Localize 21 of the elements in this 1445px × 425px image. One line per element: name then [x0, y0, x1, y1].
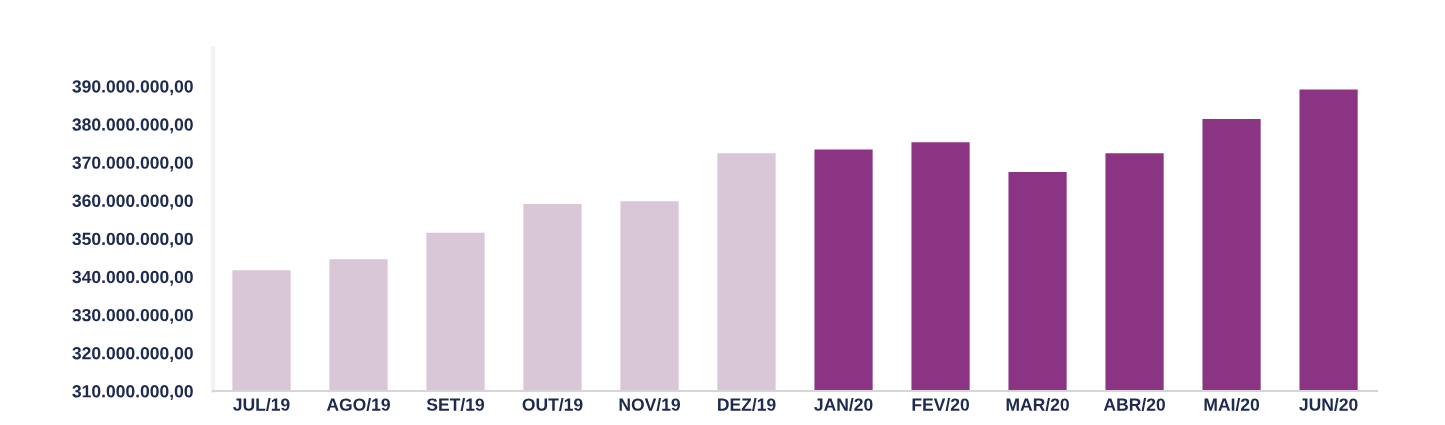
- y-tick-label: 340.000.000,00: [72, 270, 193, 286]
- y-tick-label: 360.000.000,00: [72, 194, 193, 210]
- x-tick-label: OUT/19: [522, 397, 583, 411]
- x-tick-label: NOV/19: [619, 397, 680, 411]
- x-tick-label: MAI/20: [1204, 397, 1260, 411]
- y-tick-label: 380.000.000,00: [72, 118, 193, 134]
- x-tick-label: JAN/20: [814, 397, 873, 411]
- y-tick-label: 390.000.000,00: [72, 80, 193, 96]
- y-tick-label: 310.000.000,00: [72, 385, 193, 401]
- x-tick-label: MAR/20: [1006, 397, 1069, 411]
- x-tick-label: SET/19: [426, 397, 485, 411]
- y-tick-label: 320.000.000,00: [72, 347, 193, 362]
- x-tick-label: DEZ/19: [718, 397, 776, 411]
- x-tick-label: ABR/20: [1103, 397, 1165, 411]
- y-tick-label: 330.000.000,00: [72, 308, 193, 324]
- x-tick-label: JUL/19: [233, 397, 290, 411]
- x-tick-label: JUN/20: [1299, 397, 1358, 411]
- x-tick-label: FEV/20: [912, 397, 970, 411]
- x-tick-label: AGO/19: [326, 397, 390, 411]
- y-tick-label: 370.000.000,00: [72, 156, 193, 172]
- y-tick-label: 350.000.000,00: [72, 232, 193, 248]
